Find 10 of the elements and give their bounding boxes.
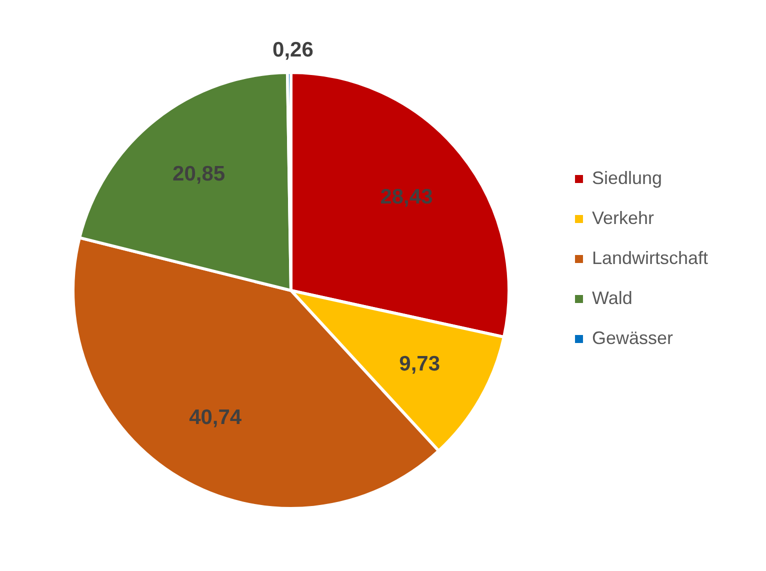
data-label: 28,43 bbox=[380, 186, 433, 209]
data-label: 40,74 bbox=[189, 406, 242, 429]
data-label: 9,73 bbox=[399, 352, 440, 376]
data-label: 0,26 bbox=[272, 38, 314, 62]
legend-label: Wald bbox=[592, 288, 632, 308]
legend-label: Landwirtschaft bbox=[592, 248, 708, 268]
legend-label: Gewässer bbox=[592, 328, 674, 348]
legend-label: Siedlung bbox=[592, 168, 662, 188]
legend-label: Verkehr bbox=[592, 208, 654, 228]
data-label: 20,85 bbox=[172, 162, 226, 186]
